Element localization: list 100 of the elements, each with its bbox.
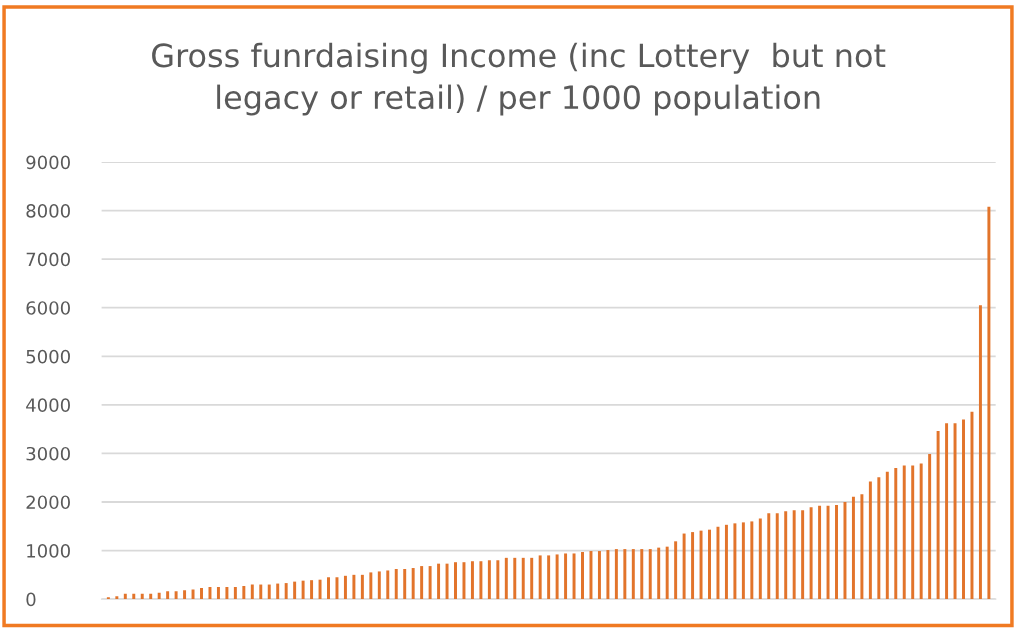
bar — [318, 579, 322, 600]
bar — [445, 563, 449, 600]
bar — [564, 553, 568, 600]
bar — [496, 560, 500, 600]
bar — [623, 549, 627, 600]
bar — [225, 586, 229, 600]
bar — [589, 551, 593, 600]
y-tick-label: 7000 — [26, 252, 70, 267]
y-tick-label: 1000 — [27, 544, 70, 558]
bar — [657, 547, 661, 600]
bar — [403, 569, 407, 600]
bar — [166, 591, 170, 600]
bar — [420, 566, 424, 600]
bar — [284, 583, 288, 600]
bar — [513, 557, 517, 600]
bar — [809, 507, 813, 600]
y-tick-label: 2000 — [26, 495, 70, 510]
bar — [343, 575, 347, 600]
bar — [682, 533, 686, 600]
bar — [978, 305, 982, 600]
bar — [208, 586, 212, 600]
bar — [733, 523, 737, 600]
chart-title: Gross funrdaising Income (inc Lottery but not legacy or retail) / per 1000 population — [152, 42, 886, 116]
bar — [157, 592, 161, 600]
bar — [877, 477, 881, 600]
bar — [970, 411, 974, 600]
bar — [547, 555, 551, 600]
bar — [962, 419, 965, 600]
y-tick-label: 6000 — [26, 301, 70, 315]
bar — [936, 431, 940, 600]
bar — [843, 501, 847, 600]
bar — [767, 513, 771, 600]
bar — [631, 549, 635, 600]
bar — [708, 529, 711, 600]
bar — [919, 463, 923, 600]
bar — [555, 554, 559, 600]
bar — [132, 593, 136, 600]
bar — [674, 541, 678, 600]
bar — [293, 581, 297, 600]
bar — [462, 562, 466, 600]
bar — [758, 518, 762, 600]
bar — [386, 570, 390, 600]
bar — [521, 557, 525, 600]
bar — [200, 587, 203, 600]
bar — [640, 549, 644, 600]
bar — [885, 471, 889, 600]
bar — [868, 481, 872, 600]
bar — [894, 467, 898, 600]
bar — [902, 465, 906, 600]
bar — [335, 577, 339, 600]
bar — [572, 553, 576, 600]
bar — [216, 586, 220, 600]
bar — [487, 560, 491, 600]
bar — [606, 550, 610, 600]
bar — [716, 526, 720, 600]
bar — [428, 566, 432, 600]
bar — [327, 577, 330, 600]
bar — [860, 494, 864, 600]
bar — [784, 511, 788, 600]
bar — [987, 206, 991, 600]
bar — [411, 568, 415, 600]
bar — [792, 510, 796, 600]
bar — [851, 496, 855, 600]
bar — [699, 530, 703, 600]
bar — [301, 580, 305, 600]
bar — [741, 522, 745, 600]
bar — [597, 551, 601, 600]
bar — [614, 549, 618, 600]
bar — [928, 453, 932, 600]
bar — [818, 505, 822, 600]
bar — [310, 580, 314, 600]
bar — [259, 584, 263, 600]
bar — [750, 521, 754, 600]
bar — [242, 586, 246, 600]
y-tick-label: 5000 — [26, 349, 70, 364]
bar — [369, 572, 373, 600]
bar — [352, 574, 356, 600]
bar — [123, 593, 127, 600]
bar — [953, 423, 957, 600]
y-tick-label: 8000 — [26, 204, 70, 218]
bar — [945, 423, 949, 600]
y-tick-label: 0 — [26, 592, 36, 607]
bar — [191, 589, 195, 600]
y-tick-label: 9000 — [26, 155, 70, 170]
bar — [581, 552, 584, 600]
bar — [437, 563, 441, 600]
bar — [149, 593, 153, 600]
bar — [801, 510, 805, 600]
bar — [538, 555, 542, 600]
bar — [250, 584, 254, 600]
bar — [470, 561, 474, 600]
bar — [504, 557, 508, 600]
bar — [835, 504, 838, 600]
bar — [140, 593, 144, 600]
bar — [775, 513, 779, 600]
y-tick-label: 3000 — [26, 446, 70, 461]
bar — [479, 561, 483, 600]
bar — [530, 557, 534, 600]
bar — [233, 586, 237, 600]
bar — [360, 574, 364, 600]
